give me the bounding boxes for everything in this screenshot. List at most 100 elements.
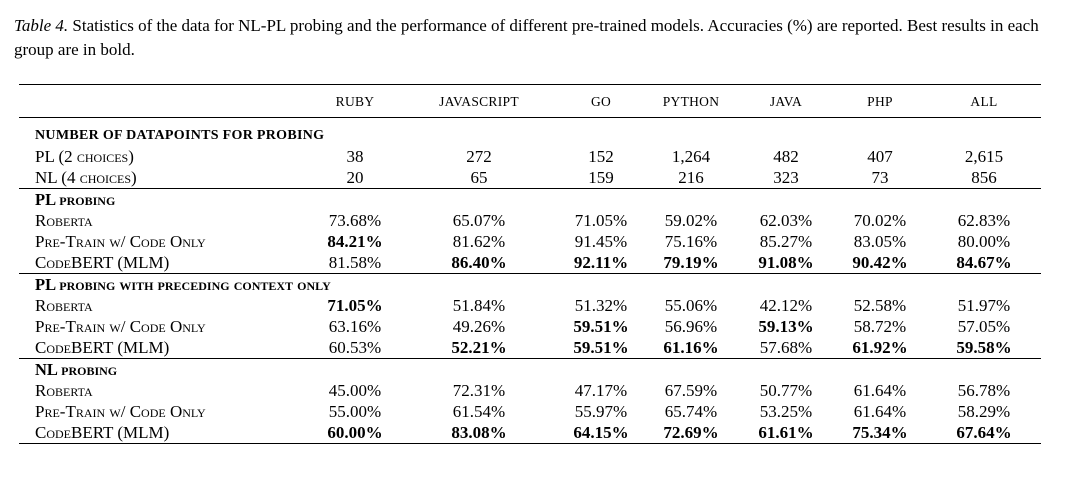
accuracy-cell: 57.05% (957, 317, 1011, 336)
model-name: Roberta (35, 296, 93, 315)
accuracy-cell: 81.58% (328, 253, 382, 272)
model-name: Roberta (35, 381, 93, 400)
accuracy-cell: 70.02% (853, 211, 907, 230)
accuracy-cell: 58.72% (853, 317, 907, 336)
table-caption: Table 4. Statistics of the data for NL-P… (14, 14, 1064, 62)
caption-label: Table 4. (14, 16, 69, 35)
accuracy-cell: 75.34% (852, 423, 908, 442)
column-header: GO (559, 84, 643, 118)
table-cell: 38 (346, 147, 364, 166)
model-name: CodeBERT (MLM) (35, 338, 170, 357)
accuracy-cell: 59.51% (573, 338, 629, 357)
accuracy-cell: 52.58% (853, 296, 907, 315)
accuracy-cell: 63.16% (328, 317, 382, 336)
accuracy-cell: 51.32% (574, 296, 628, 315)
accuracy-cell: 49.26% (452, 317, 506, 336)
table-cell: 20 (346, 168, 364, 187)
column-header: RUBY (311, 84, 399, 118)
table-cell: 159 (588, 168, 614, 187)
column-header: PYTHON (643, 84, 739, 118)
accuracy-cell: 90.42% (852, 253, 908, 272)
table-row: NL (4 choices) 20 65 159 216 323 73 856 (19, 167, 1041, 189)
table-row: Pre-Train w/ Code Only 63.16% 49.26% 59.51%… (19, 316, 1041, 337)
accuracy-cell: 62.03% (759, 211, 813, 230)
accuracy-cell: 47.17% (574, 381, 628, 400)
accuracy-cell: 79.19% (663, 253, 719, 272)
accuracy-cell: 56.78% (957, 381, 1011, 400)
accuracy-cell: 42.12% (759, 296, 813, 315)
accuracy-cell: 60.00% (327, 423, 383, 442)
accuracy-cell: 61.54% (452, 402, 506, 421)
accuracy-cell: 67.64% (956, 423, 1012, 442)
table-cell: 323 (773, 168, 799, 187)
accuracy-cell: 61.64% (853, 402, 907, 421)
accuracy-cell: 62.83% (957, 211, 1011, 230)
group-title-row: PL probing with preceding context only (19, 273, 1041, 295)
table-cell: 73 (871, 168, 889, 187)
table-row: Pre-Train w/ Code Only 55.00% 61.54% 55.97%… (19, 401, 1041, 422)
group-title-row: NL probing (19, 358, 1041, 380)
accuracy-cell: 75.16% (664, 232, 718, 251)
table-cell: 482 (773, 147, 799, 166)
section-title: NUMBER OF DATAPOINTS FOR PROBING (35, 128, 325, 143)
accuracy-cell: 86.40% (451, 253, 507, 272)
accuracy-cell: 84.21% (327, 232, 383, 251)
accuracy-cell: 81.62% (452, 232, 506, 251)
accuracy-cell: 58.29% (957, 402, 1011, 421)
group-title-row: PL probing (19, 188, 1041, 210)
table-row: Roberta 71.05% 51.84% 51.32% 55.06% 42.12% 52.… (19, 295, 1041, 316)
caption-text: Statistics of the data for NL-PL probing… (14, 16, 1039, 59)
model-name: Pre-Train w/ Code Only (35, 232, 206, 251)
accuracy-cell: 84.67% (956, 253, 1012, 272)
table-row: Pre-Train w/ Code Only 84.21% 81.62% 91.45%… (19, 231, 1041, 252)
header-row: RUBY JAVASCRIPT GO PYTHON JAVA PHP ALL (19, 84, 1041, 118)
model-name: Pre-Train w/ Code Only (35, 402, 206, 421)
accuracy-cell: 53.25% (759, 402, 813, 421)
accuracy-cell: 71.05% (574, 211, 628, 230)
accuracy-cell: 61.16% (663, 338, 719, 357)
table-row: CodeBERT (MLM) 60.53% 52.21% 59.51% 61.16% 57… (19, 337, 1041, 359)
model-name: Pre-Train w/ Code Only (35, 317, 206, 336)
accuracy-cell: 83.05% (853, 232, 907, 251)
header-empty (19, 84, 311, 118)
table-cell: 216 (678, 168, 704, 187)
table-cell: 65 (470, 168, 488, 187)
accuracy-cell: 61.64% (853, 381, 907, 400)
table-cell: 1,264 (671, 147, 711, 166)
accuracy-cell: 80.00% (957, 232, 1011, 251)
table-row: Roberta 73.68% 65.07% 71.05% 59.02% 62.03% 70.… (19, 210, 1041, 231)
table-row: Roberta 45.00% 72.31% 47.17% 67.59% 50.77% 61.… (19, 380, 1041, 401)
table-cell: 272 (466, 147, 492, 166)
accuracy-cell: 55.00% (328, 402, 382, 421)
row-label: NL (4 choices) (35, 168, 137, 187)
column-header: JAVA (739, 84, 833, 118)
table-row: CodeBERT (MLM) 60.00% 83.08% 64.15% 72.69% 61… (19, 422, 1041, 444)
column-header: ALL (927, 84, 1041, 118)
column-header: PHP (833, 84, 927, 118)
accuracy-cell: 59.13% (758, 317, 814, 336)
model-name: CodeBERT (MLM) (35, 423, 170, 442)
accuracy-cell: 72.69% (663, 423, 719, 442)
accuracy-cell: 91.45% (574, 232, 628, 251)
accuracy-cell: 72.31% (452, 381, 506, 400)
table-row: CodeBERT (MLM) 81.58% 86.40% 92.11% 79.19% 91… (19, 252, 1041, 274)
group-title: NL probing (19, 358, 1041, 380)
accuracy-cell: 85.27% (759, 232, 813, 251)
accuracy-cell: 59.58% (956, 338, 1012, 357)
accuracy-cell: 73.68% (328, 211, 382, 230)
accuracy-cell: 59.51% (573, 317, 629, 336)
accuracy-cell: 71.05% (327, 296, 383, 315)
accuracy-cell: 60.53% (328, 338, 382, 357)
accuracy-cell: 51.84% (452, 296, 506, 315)
row-label: PL (2 choices) (35, 147, 134, 166)
results-table: RUBY JAVASCRIPT GO PYTHON JAVA PHP ALL NUMBER … (19, 84, 1041, 444)
group-title: PL probing with preceding context only (19, 273, 1041, 295)
table-row: PL (2 choices) 38 272 152 1,264 482 407 2,615 (19, 146, 1041, 167)
table-cell: 856 (971, 168, 997, 187)
accuracy-cell: 59.02% (664, 211, 718, 230)
table-cell: 2,615 (964, 147, 1004, 166)
model-name: CodeBERT (MLM) (35, 253, 170, 272)
accuracy-cell: 45.00% (328, 381, 382, 400)
accuracy-cell: 92.11% (573, 253, 629, 272)
table-body: NUMBER OF DATAPOINTS FOR PROBING PL (2 ch… (19, 118, 1041, 444)
